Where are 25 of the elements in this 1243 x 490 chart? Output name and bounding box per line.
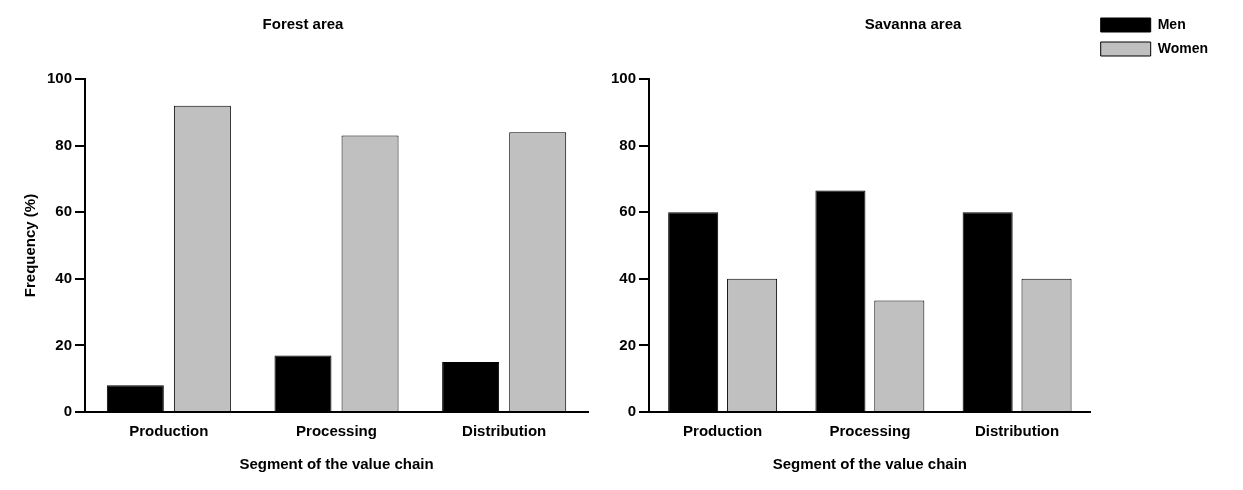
x-tick-label: Processing	[296, 422, 377, 440]
y-tick-label: 80	[619, 135, 637, 153]
y-tick-label: 40	[619, 268, 637, 286]
x-tick-label: Production	[129, 422, 209, 440]
y-tick-label: 100	[47, 69, 73, 87]
y-tick-label: 20	[619, 335, 637, 353]
y-tick-label: 60	[55, 202, 73, 220]
x-tick-label: Distribution	[462, 422, 547, 440]
x-tick-label: Distribution	[975, 422, 1060, 440]
x-tick-label: Processing	[829, 422, 911, 440]
y-tick-label: 100	[611, 69, 637, 87]
x-tick-label: Production	[683, 422, 763, 440]
legend-label: Men	[1157, 15, 1186, 32]
y-tick-label: 20	[55, 335, 73, 353]
chart-title: Forest area	[262, 15, 345, 33]
x-axis-title: Segment of the value chain	[772, 455, 967, 473]
y-tick-label: 80	[55, 135, 73, 153]
y-axis-title: Frequency (%)	[21, 193, 39, 298]
y-tick-label: 40	[55, 268, 73, 286]
chart-title: Savanna area	[864, 15, 963, 33]
legend-label: Women	[1157, 39, 1209, 56]
x-axis-title: Segment of the value chain	[239, 455, 434, 473]
y-tick-label: 60	[619, 202, 637, 220]
y-tick-label: 0	[63, 402, 73, 420]
y-tick-label: 0	[627, 402, 637, 420]
